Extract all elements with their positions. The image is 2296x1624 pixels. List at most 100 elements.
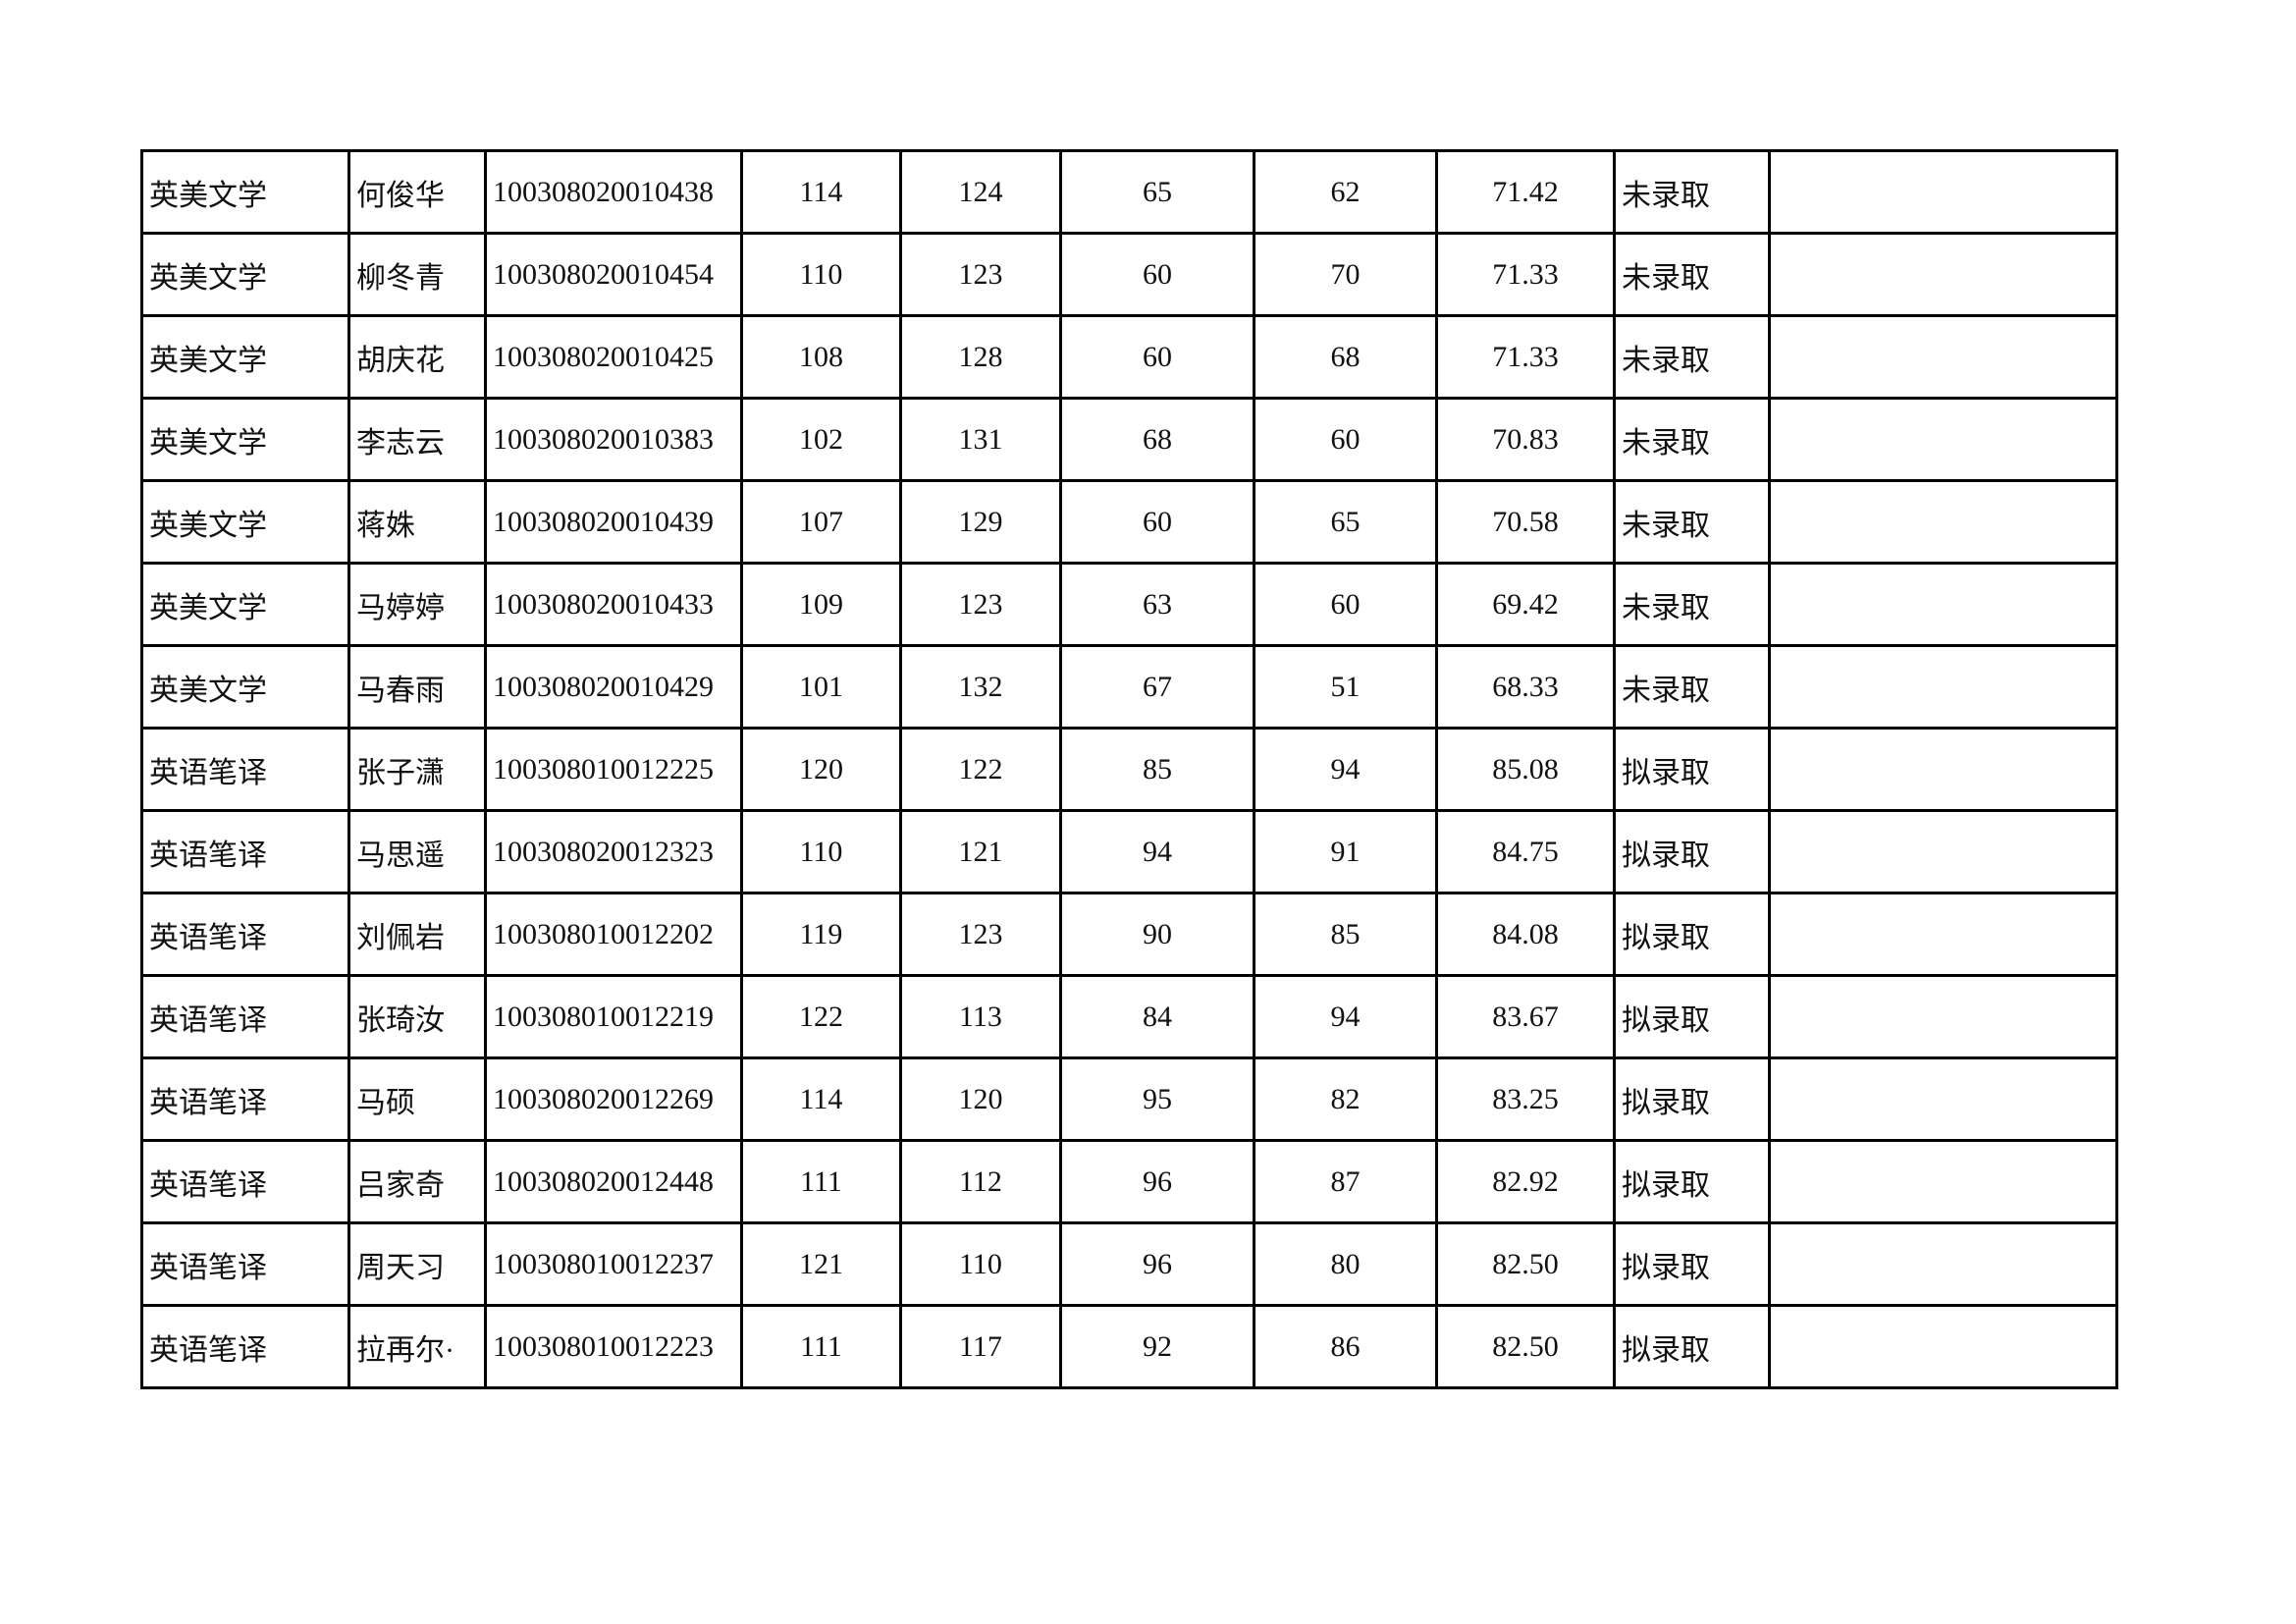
status-cell: 未录取 — [1613, 314, 1771, 400]
name-cell: 周天习 — [347, 1221, 487, 1307]
status-cell: 拟录取 — [1613, 1304, 1771, 1389]
exam-id-cell: 100308020010433 — [484, 562, 743, 647]
score-2-cell: 113 — [899, 974, 1062, 1059]
score-3-cell: 60 — [1059, 479, 1255, 565]
total-score-cell: 82.92 — [1435, 1139, 1616, 1224]
note-cell — [1768, 562, 2118, 647]
note-cell — [1768, 1221, 2118, 1307]
score-3-cell: 85 — [1059, 727, 1255, 812]
score-1-cell: 107 — [740, 479, 902, 565]
status-cell: 拟录取 — [1613, 1056, 1771, 1142]
score-2-cell: 124 — [899, 149, 1062, 235]
name-cell: 张子潇 — [347, 727, 487, 812]
exam-id-cell: 100308020010429 — [484, 644, 743, 730]
table-row: 英语笔译 吕家奇 100308020012448 111 112 96 87 82.92 拟录取 — [140, 1139, 2118, 1224]
score-4-cell: 68 — [1253, 314, 1438, 400]
note-cell — [1768, 149, 2118, 235]
status-cell: 拟录取 — [1613, 1139, 1771, 1224]
score-4-cell: 70 — [1253, 232, 1438, 317]
name-cell: 拉再尔· — [347, 1304, 487, 1389]
table-row: 英美文学 柳冬青 100308020010454 110 123 60 70 71.33 未录取 — [140, 232, 2118, 317]
score-2-cell: 117 — [899, 1304, 1062, 1389]
score-4-cell: 91 — [1253, 809, 1438, 894]
score-1-cell: 111 — [740, 1139, 902, 1224]
note-cell — [1768, 479, 2118, 565]
score-2-cell: 120 — [899, 1056, 1062, 1142]
note-cell — [1768, 1139, 2118, 1224]
major-cell: 英语笔译 — [140, 1056, 350, 1142]
major-cell: 英语笔译 — [140, 1221, 350, 1307]
score-2-cell: 121 — [899, 809, 1062, 894]
major-cell: 英美文学 — [140, 397, 350, 482]
note-cell — [1768, 727, 2118, 812]
note-cell — [1768, 314, 2118, 400]
name-cell: 李志云 — [347, 397, 487, 482]
score-1-cell: 122 — [740, 974, 902, 1059]
score-1-cell: 120 — [740, 727, 902, 812]
score-4-cell: 87 — [1253, 1139, 1438, 1224]
table-row: 英美文学 胡庆花 100308020010425 108 128 60 68 71.33 未录取 — [140, 314, 2118, 400]
total-score-cell: 84.08 — [1435, 892, 1616, 977]
status-cell: 未录取 — [1613, 149, 1771, 235]
score-3-cell: 96 — [1059, 1221, 1255, 1307]
table-row: 英美文学 马春雨 100308020010429 101 132 67 51 68.33 未录取 — [140, 644, 2118, 730]
note-cell — [1768, 644, 2118, 730]
score-2-cell: 128 — [899, 314, 1062, 400]
exam-id-cell: 100308010012219 — [484, 974, 743, 1059]
name-cell: 马硕 — [347, 1056, 487, 1142]
exam-id-cell: 100308020010438 — [484, 149, 743, 235]
score-3-cell: 95 — [1059, 1056, 1255, 1142]
status-cell: 拟录取 — [1613, 809, 1771, 894]
table-row: 英语笔译 周天习 100308010012237 121 110 96 80 82.50 拟录取 — [140, 1221, 2118, 1307]
score-4-cell: 94 — [1253, 727, 1438, 812]
score-table: 英美文学 何俊华 100308020010438 114 124 65 62 71.42 未录取… — [140, 149, 2118, 1389]
score-1-cell: 111 — [740, 1304, 902, 1389]
score-3-cell: 63 — [1059, 562, 1255, 647]
major-cell: 英美文学 — [140, 149, 350, 235]
table-row: 英语笔译 张琦汝 100308010012219 122 113 84 94 83.67 拟录取 — [140, 974, 2118, 1059]
score-1-cell: 114 — [740, 149, 902, 235]
total-score-cell: 70.83 — [1435, 397, 1616, 482]
table-row: 英语笔译 马硕 100308020012269 114 120 95 82 83.25 拟录取 — [140, 1056, 2118, 1142]
score-3-cell: 60 — [1059, 314, 1255, 400]
major-cell: 英美文学 — [140, 644, 350, 730]
status-cell: 拟录取 — [1613, 974, 1771, 1059]
status-cell: 拟录取 — [1613, 892, 1771, 977]
exam-id-cell: 100308020010439 — [484, 479, 743, 565]
total-score-cell: 68.33 — [1435, 644, 1616, 730]
score-3-cell: 84 — [1059, 974, 1255, 1059]
note-cell — [1768, 397, 2118, 482]
score-3-cell: 94 — [1059, 809, 1255, 894]
exam-id-cell: 100308010012237 — [484, 1221, 743, 1307]
exam-id-cell: 100308020010383 — [484, 397, 743, 482]
note-cell — [1768, 892, 2118, 977]
name-cell: 何俊华 — [347, 149, 487, 235]
name-cell: 蒋姝 — [347, 479, 487, 565]
note-cell — [1768, 1056, 2118, 1142]
total-score-cell: 71.33 — [1435, 314, 1616, 400]
score-4-cell: 60 — [1253, 397, 1438, 482]
name-cell: 刘佩岩 — [347, 892, 487, 977]
total-score-cell: 83.67 — [1435, 974, 1616, 1059]
score-4-cell: 51 — [1253, 644, 1438, 730]
score-3-cell: 60 — [1059, 232, 1255, 317]
score-4-cell: 86 — [1253, 1304, 1438, 1389]
score-1-cell: 101 — [740, 644, 902, 730]
total-score-cell: 84.75 — [1435, 809, 1616, 894]
exam-id-cell: 100308020010425 — [484, 314, 743, 400]
exam-id-cell: 100308010012202 — [484, 892, 743, 977]
table-row: 英语笔译 拉再尔· 100308010012223 111 117 92 86 82.50 拟录… — [140, 1304, 2118, 1389]
score-3-cell: 67 — [1059, 644, 1255, 730]
total-score-cell: 82.50 — [1435, 1221, 1616, 1307]
table-row: 英美文学 蒋姝 100308020010439 107 129 60 65 70.58 未录取 — [140, 479, 2118, 565]
name-cell: 柳冬青 — [347, 232, 487, 317]
major-cell: 英语笔译 — [140, 1304, 350, 1389]
major-cell: 英美文学 — [140, 232, 350, 317]
score-1-cell: 110 — [740, 232, 902, 317]
score-4-cell: 94 — [1253, 974, 1438, 1059]
status-cell: 未录取 — [1613, 479, 1771, 565]
major-cell: 英美文学 — [140, 562, 350, 647]
note-cell — [1768, 974, 2118, 1059]
exam-id-cell: 100308020012269 — [484, 1056, 743, 1142]
total-score-cell: 85.08 — [1435, 727, 1616, 812]
